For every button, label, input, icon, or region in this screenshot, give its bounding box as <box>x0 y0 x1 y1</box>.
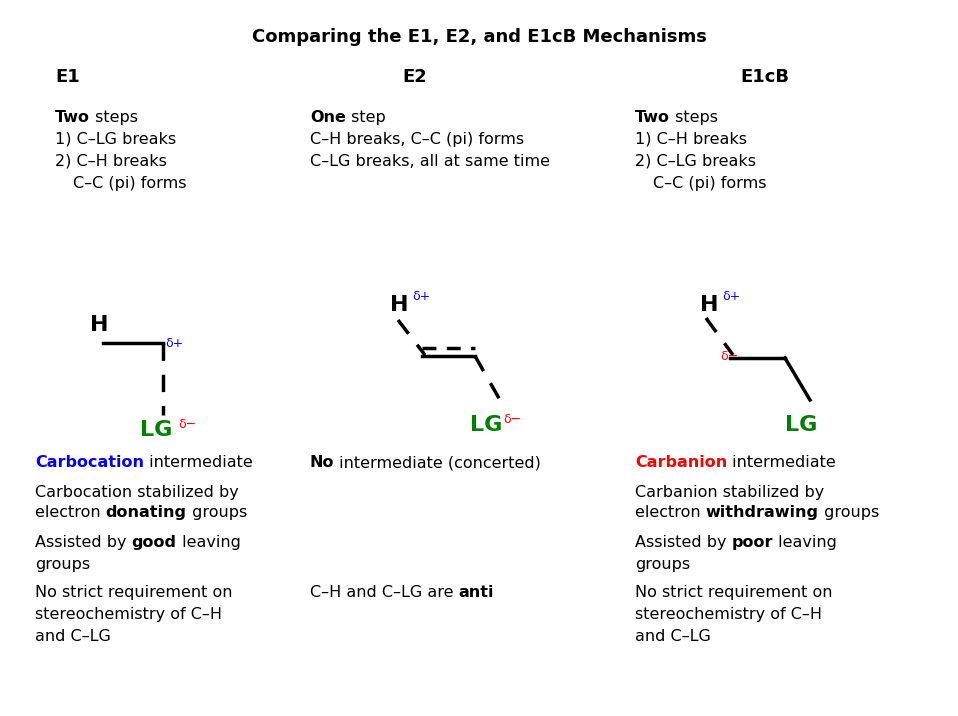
Text: δ+: δ+ <box>722 290 741 303</box>
Text: 2) C–H breaks: 2) C–H breaks <box>55 154 167 169</box>
Text: electron: electron <box>635 505 706 520</box>
Text: anti: anti <box>459 585 494 600</box>
Text: intermediate: intermediate <box>144 455 253 470</box>
Text: δ+: δ+ <box>165 337 183 350</box>
Text: Two: Two <box>635 110 670 125</box>
Text: leaving: leaving <box>176 535 240 550</box>
Text: and C–LG: and C–LG <box>635 629 711 644</box>
Text: C–C (pi) forms: C–C (pi) forms <box>73 176 187 191</box>
Text: H: H <box>390 295 408 315</box>
Text: Carbocation: Carbocation <box>35 455 144 470</box>
Text: Carbocation stabilized by: Carbocation stabilized by <box>35 485 239 500</box>
Text: Two: Two <box>55 110 90 125</box>
Text: intermediate (concerted): intermediate (concerted) <box>334 455 541 470</box>
Text: LG: LG <box>470 415 502 435</box>
Text: step: step <box>346 110 386 125</box>
Text: and C–LG: and C–LG <box>35 629 111 644</box>
Text: C–LG breaks, all at same time: C–LG breaks, all at same time <box>310 154 550 169</box>
Text: H: H <box>90 315 108 335</box>
Text: groups: groups <box>819 505 879 520</box>
Text: withdrawing: withdrawing <box>706 505 819 520</box>
Text: electron: electron <box>35 505 105 520</box>
Text: good: good <box>131 535 176 550</box>
Text: One: One <box>310 110 346 125</box>
Text: leaving: leaving <box>773 535 837 550</box>
Text: E2: E2 <box>402 68 427 86</box>
Text: groups: groups <box>187 505 247 520</box>
Text: poor: poor <box>732 535 773 550</box>
Text: steps: steps <box>90 110 138 125</box>
Text: E1: E1 <box>55 68 80 86</box>
Text: Carbanion: Carbanion <box>635 455 727 470</box>
Text: LG: LG <box>140 420 172 440</box>
Text: groups: groups <box>635 557 690 572</box>
Text: intermediate: intermediate <box>727 455 836 470</box>
Text: 2) C–LG breaks: 2) C–LG breaks <box>635 154 756 169</box>
Text: No strict requirement on: No strict requirement on <box>35 585 233 600</box>
Text: steps: steps <box>670 110 718 125</box>
Text: C–H breaks, C–C (pi) forms: C–H breaks, C–C (pi) forms <box>310 132 524 147</box>
Text: Comparing the E1, E2, and E1cB Mechanisms: Comparing the E1, E2, and E1cB Mechanism… <box>252 28 706 46</box>
Text: Assisted by: Assisted by <box>635 535 732 550</box>
Text: δ−: δ− <box>720 350 738 363</box>
Text: stereochemistry of C–H: stereochemistry of C–H <box>635 607 822 622</box>
Text: groups: groups <box>35 557 90 572</box>
Text: H: H <box>700 295 718 315</box>
Text: δ−: δ− <box>178 418 196 431</box>
Text: Assisted by: Assisted by <box>35 535 131 550</box>
Text: Carbanion stabilized by: Carbanion stabilized by <box>635 485 824 500</box>
Text: E1cB: E1cB <box>740 68 789 86</box>
Text: No: No <box>310 455 334 470</box>
Text: C–C (pi) forms: C–C (pi) forms <box>653 176 766 191</box>
Text: donating: donating <box>105 505 187 520</box>
Text: 1) C–H breaks: 1) C–H breaks <box>635 132 747 147</box>
Text: LG: LG <box>785 415 817 435</box>
Text: C–H and C–LG are: C–H and C–LG are <box>310 585 459 600</box>
Text: 1) C–LG breaks: 1) C–LG breaks <box>55 132 176 147</box>
Text: No strict requirement on: No strict requirement on <box>635 585 833 600</box>
Text: δ−: δ− <box>503 413 521 426</box>
Text: δ+: δ+ <box>412 290 430 303</box>
Text: stereochemistry of C–H: stereochemistry of C–H <box>35 607 222 622</box>
